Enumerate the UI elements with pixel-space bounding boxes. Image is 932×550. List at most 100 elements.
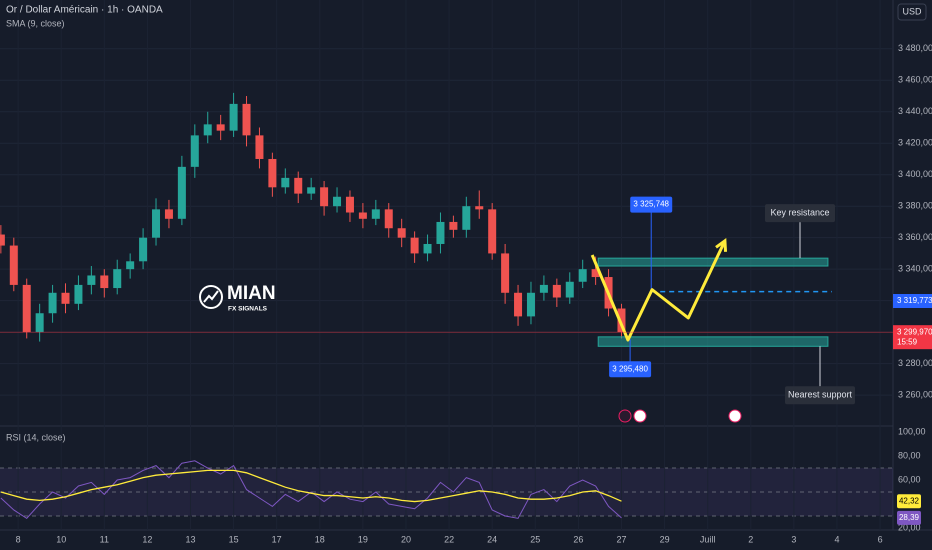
event-icons <box>618 409 742 423</box>
price-badge-label: 3 319,773 <box>897 296 932 305</box>
candle-body <box>514 292 523 317</box>
x-tick-label: 25 <box>530 534 540 544</box>
zone-label: Nearest support <box>788 390 853 400</box>
value-badge-label: 28,39 <box>899 513 920 522</box>
price-badge <box>893 294 932 309</box>
candle-body <box>255 135 264 159</box>
candle-body <box>384 209 393 229</box>
plot: 3 260,0003 280,0003 300,0003 320,0003 34… <box>0 43 932 544</box>
logo-name: MIAN <box>227 283 276 304</box>
candle-body <box>333 196 342 207</box>
countdown: 15:59 <box>897 337 918 346</box>
candle-body <box>126 261 135 270</box>
candle-body <box>462 206 471 230</box>
logo-arrow <box>203 290 219 303</box>
zone-label: Key resistance <box>770 208 829 218</box>
candle-body <box>307 187 316 194</box>
y-tick-label: 100,00 <box>898 426 926 436</box>
x-tick-label: 2 <box>748 534 753 544</box>
candle-body <box>9 245 18 285</box>
candle-body <box>591 269 600 278</box>
candle-body <box>100 275 109 289</box>
candle-body <box>294 177 303 194</box>
x-tick-label: 26 <box>573 534 583 544</box>
candle-body <box>423 243 432 254</box>
x-tick-label: 3 <box>791 534 796 544</box>
price-badge-label: 3 299,970 <box>897 327 932 336</box>
candle-body <box>242 103 251 136</box>
value-badge <box>897 510 921 525</box>
value-badge <box>897 494 921 509</box>
candle-body <box>501 253 510 293</box>
y-tick-label: 3 420,000 <box>898 138 932 148</box>
price-badge <box>893 325 932 350</box>
y-tick-label: 3 460,000 <box>898 75 932 85</box>
y-tick-label: 3 440,000 <box>898 106 932 116</box>
x-tick-label: 15 <box>229 534 239 544</box>
candle-body <box>552 284 561 298</box>
candle-body <box>320 187 329 207</box>
candle-body <box>345 196 354 213</box>
y-tick-label: 60,00 <box>898 474 921 484</box>
candle-body <box>35 313 44 333</box>
y-tick-label: 3 400,000 <box>898 169 932 179</box>
candle-body <box>526 292 535 317</box>
y-tick-label: 3 260,000 <box>898 389 932 399</box>
value-badge-label: 42,32 <box>899 496 920 505</box>
candle-body <box>539 284 548 293</box>
candle-body <box>281 177 290 188</box>
annotation-box <box>630 196 673 213</box>
x-tick-label: 27 <box>616 534 626 544</box>
rsi-line <box>0 469 622 503</box>
candle-body <box>48 292 57 314</box>
candle-body <box>164 209 173 219</box>
event-icon[interactable] <box>633 409 647 423</box>
currency[interactable]: USD <box>902 6 922 16</box>
annotation-label: 3 325,748 <box>633 200 669 209</box>
candle-body <box>268 158 277 188</box>
zone <box>597 336 829 347</box>
candle-body <box>578 269 587 282</box>
logo-icon <box>199 285 223 309</box>
candle-body <box>371 209 380 219</box>
candle-body <box>203 124 212 136</box>
candle-body <box>216 124 225 131</box>
candle-body <box>61 292 70 304</box>
indicator-label: SMA (9, close) <box>6 18 65 28</box>
x-tick-label: 24 <box>487 534 497 544</box>
event-icon[interactable] <box>728 409 742 423</box>
x-tick-label: Juill <box>700 534 716 544</box>
event-icon[interactable] <box>618 409 632 423</box>
candle-body <box>152 209 161 238</box>
y-tick-label: 3 480,000 <box>898 43 932 53</box>
candle-body <box>190 135 199 167</box>
projection <box>590 240 727 342</box>
x-tick-label: 18 <box>315 534 325 544</box>
candle-body <box>565 281 574 298</box>
x-tick-label: 20 <box>401 534 411 544</box>
candle-body <box>358 212 367 219</box>
logo: MIAN FX SIGNALS <box>199 283 276 313</box>
chart-title: Or / Dollar Américain · 1h · OANDA <box>6 5 163 16</box>
x-tick-label: 4 <box>834 534 839 544</box>
x-tick-label: 22 <box>444 534 454 544</box>
rsi-line <box>0 460 622 520</box>
x-tick-label: 17 <box>272 534 282 544</box>
candle-body <box>177 166 186 219</box>
candle-body <box>87 275 96 285</box>
currency-box[interactable] <box>897 3 927 21</box>
x-tick-label: 11 <box>100 534 109 544</box>
x-tick-label: 8 <box>16 534 21 544</box>
candle-body <box>449 221 458 230</box>
candle-body <box>475 206 484 210</box>
y-tick-label: 20,00 <box>898 522 921 532</box>
y-tick-label: 3 340,000 <box>898 264 932 274</box>
candle-body <box>397 228 406 238</box>
candle-body <box>436 221 445 244</box>
candle-body <box>0 234 5 246</box>
candle-body <box>139 237 148 262</box>
y-tick-label: 3 360,000 <box>898 232 932 242</box>
y-tick-label: 80,00 <box>898 450 921 460</box>
